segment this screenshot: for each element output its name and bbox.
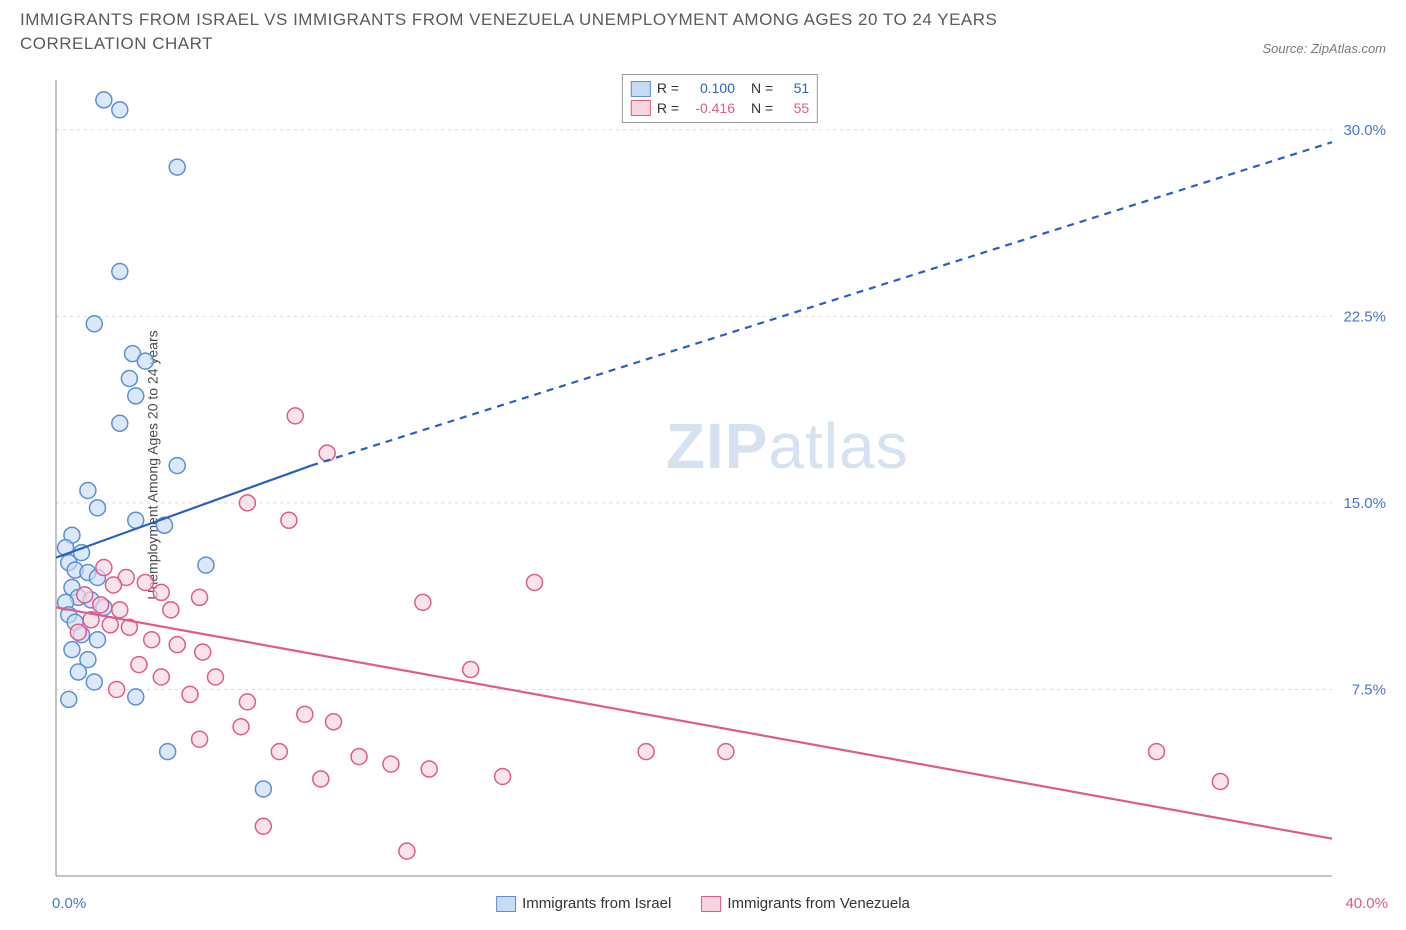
legend-swatch: [631, 100, 651, 116]
trend-line-extrapolated: [311, 142, 1332, 465]
data-point: [1212, 773, 1228, 789]
legend-n-value: 55: [779, 99, 809, 119]
data-point: [198, 557, 214, 573]
data-point: [351, 749, 367, 765]
data-point: [96, 560, 112, 576]
data-point: [153, 669, 169, 685]
data-point: [163, 602, 179, 618]
legend-r-value: -0.416: [685, 99, 735, 119]
data-point: [70, 624, 86, 640]
data-point: [313, 771, 329, 787]
data-point: [70, 664, 86, 680]
data-point: [383, 756, 399, 772]
data-point: [255, 781, 271, 797]
data-point: [287, 408, 303, 424]
data-point: [326, 714, 342, 730]
data-point: [718, 744, 734, 760]
data-point: [297, 706, 313, 722]
data-point: [169, 637, 185, 653]
legend-swatch: [496, 896, 516, 912]
data-point: [112, 602, 128, 618]
data-point: [96, 92, 112, 108]
legend-n-label: N =: [751, 79, 773, 99]
data-point: [638, 744, 654, 760]
legend-r-label: R =: [657, 79, 679, 99]
legend-r-label: R =: [657, 99, 679, 119]
data-point: [89, 500, 105, 516]
legend-swatch: [631, 81, 651, 97]
data-point: [86, 316, 102, 332]
data-point: [121, 371, 137, 387]
data-point: [144, 632, 160, 648]
title-bar: IMMIGRANTS FROM ISRAEL VS IMMIGRANTS FRO…: [0, 0, 1406, 60]
data-point: [415, 594, 431, 610]
chart-title: IMMIGRANTS FROM ISRAEL VS IMMIGRANTS FRO…: [20, 8, 1120, 56]
data-point: [195, 644, 211, 660]
data-point: [192, 731, 208, 747]
data-point: [153, 584, 169, 600]
data-point: [86, 674, 102, 690]
data-point: [77, 587, 93, 603]
svg-text:22.5%: 22.5%: [1343, 308, 1386, 325]
data-point: [271, 744, 287, 760]
data-point: [112, 264, 128, 280]
plot-area: ZIPatlas 7.5%15.0%22.5%30.0% R =0.100N =…: [48, 74, 1392, 882]
data-point: [1149, 744, 1165, 760]
data-point: [160, 744, 176, 760]
data-point: [93, 597, 109, 613]
source-credit: Source: ZipAtlas.com: [1262, 41, 1386, 56]
data-point: [399, 843, 415, 859]
data-point: [421, 761, 437, 777]
data-point: [137, 353, 153, 369]
data-point: [128, 689, 144, 705]
data-point: [61, 691, 77, 707]
svg-text:7.5%: 7.5%: [1352, 681, 1386, 698]
data-point: [319, 445, 335, 461]
data-point: [233, 719, 249, 735]
data-point: [239, 694, 255, 710]
legend-swatch: [701, 896, 721, 912]
data-point: [169, 458, 185, 474]
data-point: [239, 495, 255, 511]
data-point: [64, 642, 80, 658]
correlation-legend: R = 0.100 N = 51 R = -0.416 N = 55: [622, 74, 818, 123]
data-point: [255, 818, 271, 834]
data-point: [109, 681, 125, 697]
legend-n-label: N =: [751, 99, 773, 119]
data-point: [80, 482, 96, 498]
data-point: [281, 512, 297, 528]
x-axis-max-label: 40.0%: [1345, 895, 1388, 912]
legend-n-value: 51: [779, 79, 809, 99]
data-point: [169, 159, 185, 175]
data-point: [495, 769, 511, 785]
data-point: [105, 577, 121, 593]
scatter-chart: 7.5% 15.0% 22.5% 30.0%: [48, 74, 1392, 882]
legend-row: R = -0.416 N = 55: [631, 99, 809, 119]
legend-r-value: 0.100: [685, 79, 735, 99]
legend-item: Immigrants from Israel: [496, 895, 671, 912]
legend-item: Immigrants from Venezuela: [701, 895, 910, 912]
svg-text:15.0%: 15.0%: [1343, 495, 1386, 512]
data-point: [182, 686, 198, 702]
legend-series-name: Immigrants from Venezuela: [727, 895, 910, 912]
data-point: [112, 415, 128, 431]
legend-row: R = 0.100 N = 51: [631, 79, 809, 99]
data-point: [137, 574, 153, 590]
x-axis-min-label: 0.0%: [52, 895, 86, 912]
data-point: [192, 589, 208, 605]
data-point: [128, 388, 144, 404]
data-point: [131, 657, 147, 673]
data-point: [208, 669, 224, 685]
data-point: [112, 102, 128, 118]
legend-series-name: Immigrants from Israel: [522, 895, 671, 912]
data-point: [89, 632, 105, 648]
svg-text:30.0%: 30.0%: [1343, 122, 1386, 139]
data-point: [463, 662, 479, 678]
series-legend: Immigrants from Israel Immigrants from Ve…: [496, 895, 910, 912]
data-point: [527, 574, 543, 590]
